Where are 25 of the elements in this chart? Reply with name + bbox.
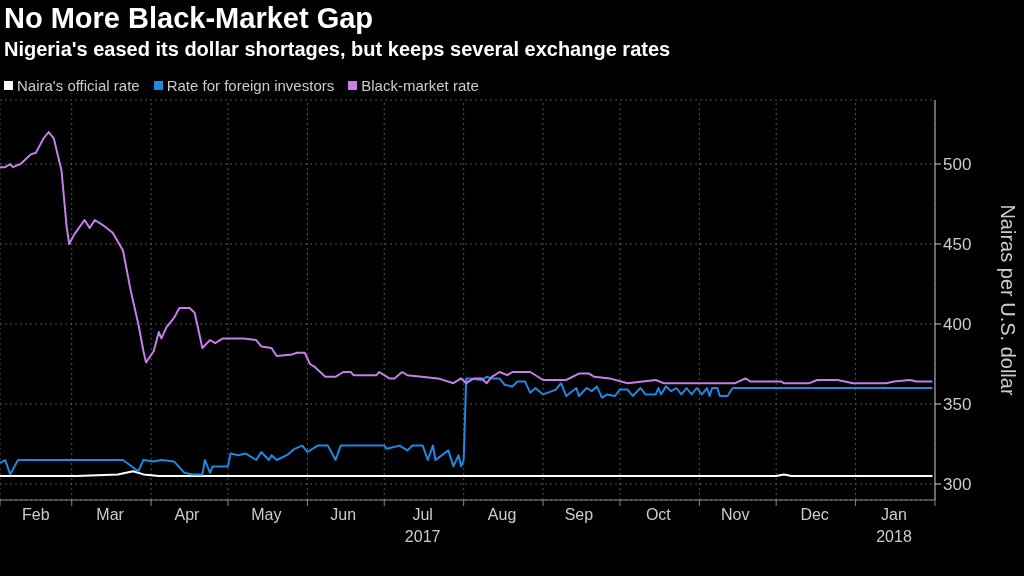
legend-label: Rate for foreign investors <box>166 77 335 94</box>
chart-title: No More Black-Market Gap <box>4 2 374 35</box>
x-tick-label: May <box>251 506 282 523</box>
x-tick-label: Aug <box>487 506 517 523</box>
x-tick-label: Jun <box>330 506 357 523</box>
x-tick-label: Oct <box>645 506 672 523</box>
x-tick-label: Mar <box>96 506 125 523</box>
chart-subtitle: Nigeria's eased its dollar shortages, but keeps several exchange rates <box>4 38 671 61</box>
x-tick-label: Nov <box>720 506 750 523</box>
y-tick-label: 400 <box>943 315 972 335</box>
x-tick-label: Jan 2018 <box>876 506 912 545</box>
y-tick-label: 300 <box>943 475 972 495</box>
y-tick-label: 450 <box>943 235 972 255</box>
y-tick-label: 500 <box>943 155 972 175</box>
legend-label: Naira's official rate <box>17 77 140 94</box>
legend-label: Black-market rate <box>361 77 479 94</box>
x-tick-label: Sep <box>564 506 594 523</box>
x-tick-label: Jul 2017 <box>404 506 441 545</box>
x-tick-label: Dec <box>800 506 829 523</box>
x-tick-label: Apr <box>174 506 201 523</box>
line-series <box>0 131 934 385</box>
y-axis-title: Nairas per U.S. dollar <box>996 204 1019 396</box>
x-tick-label: Feb <box>22 506 50 523</box>
line-series <box>0 375 934 476</box>
y-tick-label: 350 <box>943 395 972 415</box>
